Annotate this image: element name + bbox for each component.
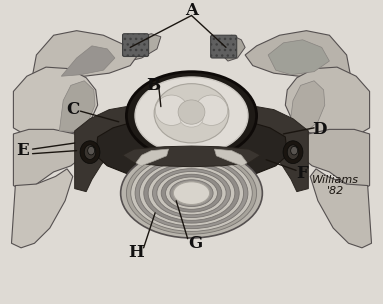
Ellipse shape <box>135 77 248 154</box>
Ellipse shape <box>139 161 244 226</box>
Polygon shape <box>31 31 138 92</box>
Ellipse shape <box>173 182 210 205</box>
FancyBboxPatch shape <box>211 35 237 58</box>
Ellipse shape <box>80 141 100 164</box>
Ellipse shape <box>131 155 252 231</box>
Ellipse shape <box>84 145 96 159</box>
Text: C: C <box>66 101 79 118</box>
Text: H: H <box>128 244 144 261</box>
Polygon shape <box>310 169 372 248</box>
Polygon shape <box>136 149 169 166</box>
Polygon shape <box>59 81 95 132</box>
Ellipse shape <box>126 72 257 160</box>
Polygon shape <box>285 67 370 136</box>
Text: F: F <box>297 165 308 182</box>
Ellipse shape <box>152 169 231 218</box>
Ellipse shape <box>291 147 298 155</box>
Polygon shape <box>123 146 260 167</box>
Text: G: G <box>188 235 203 252</box>
Ellipse shape <box>126 152 257 234</box>
Text: D: D <box>313 121 327 138</box>
Polygon shape <box>113 34 161 63</box>
Ellipse shape <box>157 171 226 215</box>
Text: B: B <box>146 77 160 94</box>
Ellipse shape <box>178 100 205 124</box>
Ellipse shape <box>287 145 299 159</box>
Ellipse shape <box>155 95 188 126</box>
Polygon shape <box>61 46 115 76</box>
Text: E: E <box>16 142 29 159</box>
Ellipse shape <box>174 182 209 204</box>
Ellipse shape <box>121 148 262 238</box>
Polygon shape <box>245 31 352 92</box>
Polygon shape <box>214 149 247 166</box>
Polygon shape <box>13 130 88 190</box>
Ellipse shape <box>180 110 203 127</box>
Text: A: A <box>185 2 198 19</box>
Ellipse shape <box>144 163 239 223</box>
Polygon shape <box>249 107 308 192</box>
Ellipse shape <box>154 84 229 143</box>
Ellipse shape <box>187 112 196 119</box>
FancyBboxPatch shape <box>123 34 149 57</box>
Polygon shape <box>13 67 98 136</box>
Polygon shape <box>268 40 329 75</box>
Ellipse shape <box>88 147 95 155</box>
Ellipse shape <box>148 166 235 220</box>
Polygon shape <box>222 35 245 61</box>
Polygon shape <box>75 107 134 192</box>
Ellipse shape <box>283 141 303 164</box>
Polygon shape <box>96 119 287 179</box>
Polygon shape <box>289 81 325 132</box>
Ellipse shape <box>170 180 213 206</box>
Ellipse shape <box>165 177 218 209</box>
Ellipse shape <box>195 95 228 126</box>
Polygon shape <box>295 130 370 190</box>
Text: Williams
'82: Williams '82 <box>312 175 358 196</box>
Polygon shape <box>11 169 73 248</box>
Ellipse shape <box>135 158 248 229</box>
Ellipse shape <box>161 174 222 212</box>
